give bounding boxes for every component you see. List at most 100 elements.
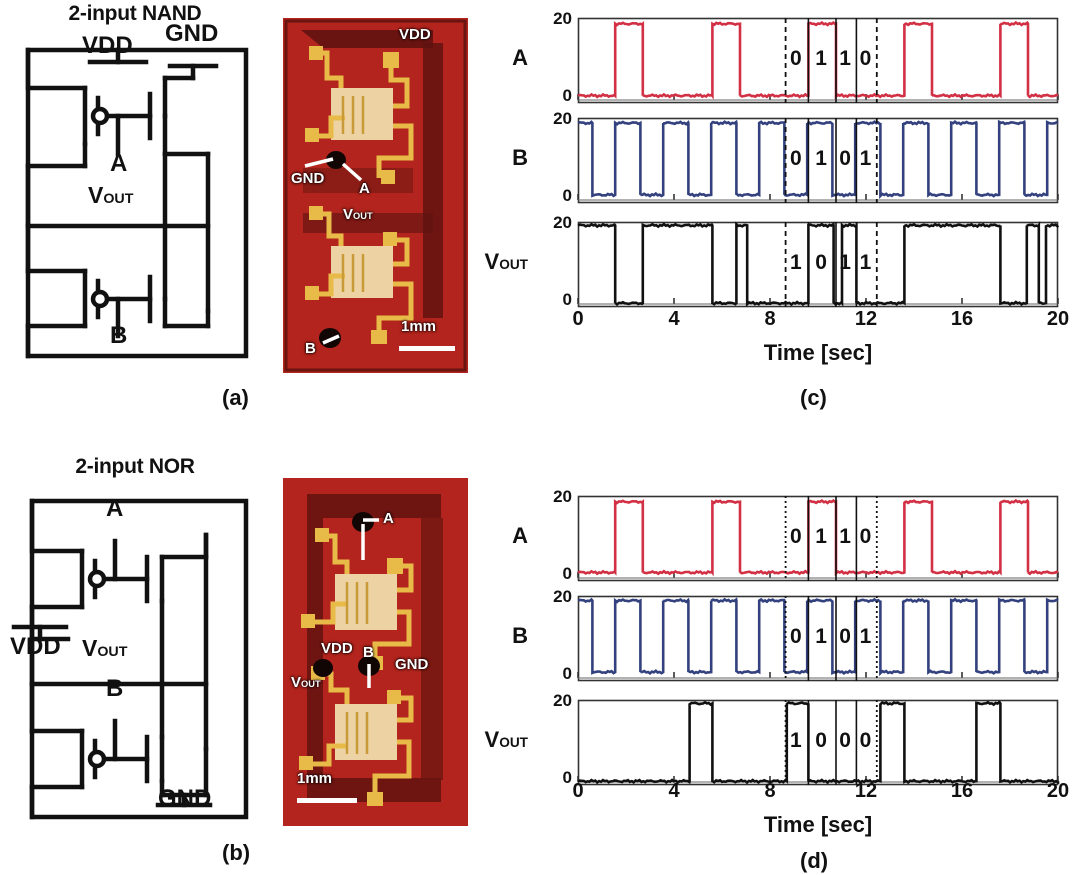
signal-label-b: B [512, 622, 528, 648]
x-tick-label: 12 [854, 308, 878, 330]
signal-label-a: A [512, 44, 528, 70]
micrograph-label-input-a: A [359, 180, 370, 197]
x-tick-label: 4 [668, 308, 680, 330]
nand-micrograph: VDD GND A B VOUT 1mm [283, 18, 468, 373]
bit-annotation: 0 [815, 728, 827, 752]
y-tick-label: 0 [562, 768, 572, 787]
bit-annotation: 0 [859, 728, 872, 752]
x-tick-label: 12 [854, 780, 878, 802]
bit-annotation: 1 [790, 250, 802, 274]
vout-v: V [291, 674, 302, 691]
y-tick-label: 0 [562, 290, 572, 309]
waveform-row-vout [577, 220, 1060, 308]
bit-annotation: 0 [790, 524, 802, 548]
y-tick-label: 20 [553, 213, 572, 232]
waveform-row-vout [577, 699, 1060, 786]
bit-annotation: 1 [815, 146, 827, 170]
x-tick-label: 20 [1046, 308, 1070, 330]
bit-annotation: 0 [839, 624, 851, 648]
waveform-svg-vout [577, 699, 1060, 786]
nand-circuit-svg [25, 47, 249, 359]
micrograph-label-vout: VOUT [291, 674, 321, 691]
vout-v: V [82, 635, 98, 661]
vout-sub: OUT [301, 679, 321, 689]
vout-sub: OUT [103, 191, 134, 207]
waveform-row-a [577, 17, 1059, 104]
bit-annotation: 0 [790, 46, 802, 70]
panel-a-schematic: 2-input NAND [10, 2, 260, 372]
bit-annotation: 1 [859, 624, 872, 648]
x-axis-title-c: Time [sec] [763, 340, 873, 365]
panel-label-a: (a) [222, 385, 249, 410]
waveform-svg-a [577, 17, 1059, 104]
bit-annotation: 1 [815, 624, 827, 648]
y-tick-label: 0 [562, 664, 572, 683]
waveform-row-a [577, 495, 1059, 582]
vout-sub: OUT [353, 211, 373, 221]
nor-label-vdd: VDD [10, 633, 61, 660]
x-tick-label: 4 [668, 780, 680, 802]
x-tick-label: 16 [950, 308, 974, 330]
signal-label-vout: VOUT [484, 726, 528, 752]
waveform-svg-a [577, 495, 1059, 582]
micrograph-label-vout: VOUT [343, 206, 373, 223]
waveform-svg-vout [577, 220, 1060, 308]
x-tick-label: 0 [572, 780, 584, 802]
x-tick-label: 0 [572, 308, 584, 330]
bit-annotation: 1 [859, 250, 872, 274]
waveform-svg-b [577, 117, 1059, 204]
nor-circuit-svg [11, 498, 249, 820]
nor-label-a: A [106, 495, 124, 522]
bit-annotation: 1 [815, 524, 827, 548]
waveform-row-b [577, 117, 1059, 204]
x-tick-label: 20 [1046, 780, 1070, 802]
micrograph-label-input-b: B [305, 340, 316, 357]
bit-annotation: 0 [859, 46, 872, 70]
nor-label-b: B [106, 675, 124, 702]
nor-chip-art [283, 478, 468, 826]
micrograph-label-vdd: VDD [399, 26, 431, 43]
nand-label-gnd: GND [165, 20, 219, 47]
bit-annotation: 1 [815, 46, 827, 70]
micrograph-label-gnd: GND [395, 656, 429, 673]
micrograph-label-gnd: GND [291, 170, 325, 187]
nor-label-vout: VOUT [82, 635, 127, 662]
bit-annotation: 0 [790, 146, 802, 170]
nand-title: 2-input NAND [68, 2, 202, 25]
nor-label-gnd: GND [158, 785, 212, 812]
bit-annotation: 0 [839, 728, 851, 752]
panel-label-d: (d) [800, 848, 829, 873]
nor-micrograph: A VDD GND B VOUT 1mm [283, 478, 468, 826]
bit-annotation: 1 [839, 46, 851, 70]
bit-annotation: 0 [859, 524, 872, 548]
bit-annotation: 0 [839, 146, 851, 170]
vout-v: V [88, 182, 104, 208]
micrograph-label-input-b: B [363, 644, 374, 661]
nor-title: 2-input NOR [75, 455, 195, 478]
nand-chip-art [283, 18, 468, 373]
panel-d-timing: 20 0 A 0 1 1 0 20 0 B 0 1 0 1 20 0 VOUT 1 0 0 0 0 4 8 12 16 20 T… [0, 478, 1080, 875]
scale-bar [297, 798, 357, 803]
bit-annotation: 0 [790, 624, 802, 648]
nand-label-vout: VOUT [88, 182, 133, 209]
scale-bar [399, 346, 455, 351]
y-tick-label: 0 [562, 564, 572, 583]
panel-c-timing: 20 0 A 0 1 1 0 20 0 B 0 1 0 1 20 0 VOUT 1 0 1 1 0 4 8 12 16 20 T… [0, 0, 1080, 420]
panel-b-schematic: 2-input NOR [10, 455, 260, 830]
y-tick-label: 20 [553, 587, 572, 606]
nand-label-b: B [110, 322, 128, 349]
vout-v: V [343, 206, 354, 223]
bit-annotation: 1 [790, 728, 802, 752]
y-tick-label: 20 [553, 691, 572, 710]
waveform-svg-b [577, 595, 1059, 682]
signal-label-vout: VOUT [484, 248, 528, 274]
signal-label-b: B [512, 144, 528, 170]
signal-label-a: A [512, 522, 528, 548]
x-tick-label: 8 [764, 780, 776, 802]
bit-annotation: 1 [839, 524, 851, 548]
waveform-row-b [577, 595, 1059, 682]
micrograph-label-scale: 1mm [401, 318, 437, 335]
bit-annotation: 1 [839, 250, 851, 274]
y-tick-label: 20 [553, 487, 572, 506]
panel-label-b: (b) [222, 840, 251, 865]
